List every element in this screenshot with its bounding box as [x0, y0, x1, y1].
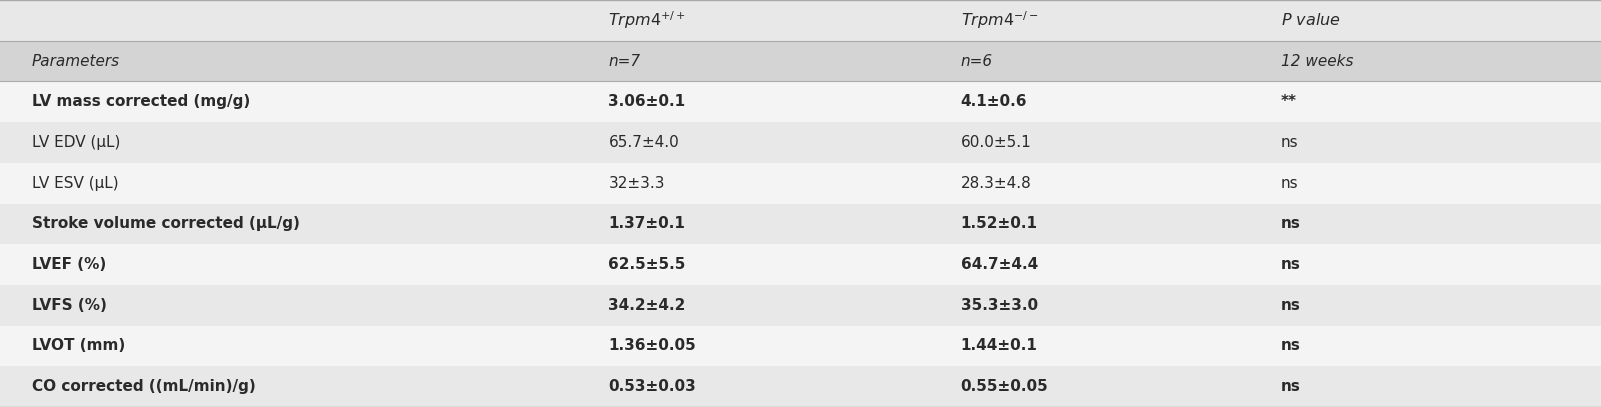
Text: 1.52±0.1: 1.52±0.1: [961, 217, 1037, 231]
Text: 32±3.3: 32±3.3: [608, 176, 664, 190]
Text: ns: ns: [1281, 257, 1300, 272]
Text: **: **: [1281, 94, 1297, 109]
Bar: [0, 285, 1601, 326]
Text: LVFS (%): LVFS (%): [32, 298, 107, 313]
Text: n=6: n=6: [961, 54, 993, 68]
Text: ns: ns: [1281, 176, 1298, 190]
Text: $\it{P}$ $\it{value}$: $\it{P}$ $\it{value}$: [1281, 12, 1340, 28]
Bar: [0, 41, 1601, 81]
Text: LV EDV (μL): LV EDV (μL): [32, 135, 120, 150]
Text: 35.3±3.0: 35.3±3.0: [961, 298, 1037, 313]
Text: Parameters: Parameters: [32, 54, 120, 68]
Text: 4.1±0.6: 4.1±0.6: [961, 94, 1028, 109]
Text: 64.7±4.4: 64.7±4.4: [961, 257, 1037, 272]
Text: 3.06±0.1: 3.06±0.1: [608, 94, 685, 109]
Text: LVOT (mm): LVOT (mm): [32, 339, 125, 353]
Bar: [0, 81, 1601, 122]
Text: 34.2±4.2: 34.2±4.2: [608, 298, 685, 313]
Bar: [0, 244, 1601, 285]
Text: ns: ns: [1281, 339, 1300, 353]
Text: LV mass corrected (mg/g): LV mass corrected (mg/g): [32, 94, 250, 109]
Bar: [0, 0, 1601, 41]
Bar: [0, 326, 1601, 366]
Bar: [0, 366, 1601, 407]
Text: ns: ns: [1281, 217, 1300, 231]
Text: 28.3±4.8: 28.3±4.8: [961, 176, 1031, 190]
Text: $\it{Trpm4}^{-/-}$: $\it{Trpm4}^{-/-}$: [961, 9, 1039, 31]
Text: LV ESV (μL): LV ESV (μL): [32, 176, 118, 190]
Text: 1.36±0.05: 1.36±0.05: [608, 339, 696, 353]
Text: CO corrected ((mL/min)/g): CO corrected ((mL/min)/g): [32, 379, 256, 394]
Text: 1.44±0.1: 1.44±0.1: [961, 339, 1037, 353]
Text: ns: ns: [1281, 135, 1298, 150]
Text: 12 weeks: 12 weeks: [1281, 54, 1353, 68]
Text: $\it{Trpm4}^{+/+}$: $\it{Trpm4}^{+/+}$: [608, 9, 687, 31]
Bar: [0, 122, 1601, 163]
Text: LVEF (%): LVEF (%): [32, 257, 106, 272]
Text: ns: ns: [1281, 298, 1300, 313]
Text: 1.37±0.1: 1.37±0.1: [608, 217, 685, 231]
Text: ns: ns: [1281, 379, 1300, 394]
Text: 0.55±0.05: 0.55±0.05: [961, 379, 1049, 394]
Text: 0.53±0.03: 0.53±0.03: [608, 379, 696, 394]
Text: n=7: n=7: [608, 54, 640, 68]
Bar: [0, 204, 1601, 244]
Text: 60.0±5.1: 60.0±5.1: [961, 135, 1031, 150]
Text: 62.5±5.5: 62.5±5.5: [608, 257, 685, 272]
Text: 65.7±4.0: 65.7±4.0: [608, 135, 679, 150]
Bar: [0, 163, 1601, 204]
Text: Stroke volume corrected (μL/g): Stroke volume corrected (μL/g): [32, 217, 299, 231]
